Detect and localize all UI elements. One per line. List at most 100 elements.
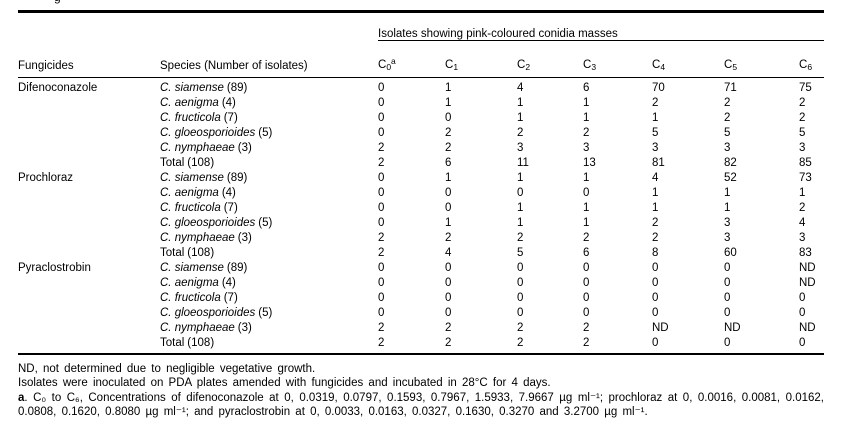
isolate-count: (7) bbox=[223, 111, 238, 124]
cropped-caption-fragment: g bbox=[54, 0, 61, 4]
fungicide-cell bbox=[18, 201, 160, 216]
value-cell: 1 bbox=[583, 96, 590, 109]
value-cell: 0 bbox=[583, 291, 590, 304]
fungicide-cell bbox=[18, 186, 160, 201]
fungicide-cell bbox=[18, 141, 160, 156]
isolate-count: (89) bbox=[226, 81, 248, 94]
value-cell: 0 bbox=[378, 201, 385, 214]
column-header-c2: C2 bbox=[517, 40, 583, 78]
span-header: Isolates showing pink-coloured conidia m… bbox=[378, 20, 825, 41]
value-cell: 2 bbox=[583, 321, 590, 334]
value-cell: 6 bbox=[445, 156, 452, 169]
value-cell: 1 bbox=[517, 96, 524, 109]
value-cell: 0 bbox=[378, 96, 385, 109]
value-cell: 5 bbox=[517, 246, 524, 259]
c-header-base: C bbox=[583, 58, 592, 71]
value-cell: 0 bbox=[517, 186, 524, 199]
value-cell: 2 bbox=[517, 321, 524, 334]
value-cell: 1 bbox=[517, 201, 524, 214]
c-header-base: C bbox=[652, 58, 661, 71]
value-cell: 2 bbox=[517, 231, 524, 244]
species-cell: C. siamense (89) bbox=[160, 77, 378, 96]
column-header-c0: C0a bbox=[378, 40, 445, 78]
species-cell: C. fructicola (7) bbox=[160, 201, 378, 216]
table-row: Total (108) 2 4 5 6 8 60 83 bbox=[18, 246, 824, 261]
value-cell: 2 bbox=[652, 216, 659, 229]
species-name: C. fructicola bbox=[160, 111, 221, 124]
isolate-count: (89) bbox=[226, 171, 248, 184]
value-cell: 1 bbox=[724, 186, 731, 199]
table-row: C. nymphaeae (3) 2 2 2 2 2 3 3 bbox=[18, 231, 824, 246]
column-header-species: Species (Number of isolates) bbox=[160, 40, 378, 78]
value-cell: 2 bbox=[378, 321, 385, 334]
value-cell: 2 bbox=[583, 126, 590, 139]
value-cell: 13 bbox=[583, 156, 596, 169]
value-cell: 0 bbox=[378, 81, 385, 94]
fungicide-cell bbox=[18, 306, 160, 321]
column-header-c1: C1 bbox=[445, 40, 517, 78]
table-row: C. nymphaeae (3) 2 2 3 3 3 3 3 bbox=[18, 141, 824, 156]
value-cell: 83 bbox=[799, 246, 812, 259]
value-cell: 70 bbox=[652, 81, 665, 94]
value-cell: ND bbox=[799, 276, 816, 289]
species-cell: C. gloeosporioides (5) bbox=[160, 216, 378, 231]
value-cell: 1 bbox=[724, 201, 731, 214]
value-cell: 2 bbox=[378, 141, 385, 154]
value-cell: 2 bbox=[378, 246, 385, 259]
fungicide-sensitivity-table: Isolates showing pink-coloured conidia m… bbox=[18, 20, 825, 355]
value-cell: 0 bbox=[378, 306, 385, 319]
value-cell: 2 bbox=[445, 126, 452, 139]
value-cell: 81 bbox=[652, 156, 665, 169]
value-cell: 0 bbox=[378, 126, 385, 139]
value-cell: 0 bbox=[445, 306, 452, 319]
species-cell: Total (108) bbox=[160, 335, 378, 355]
species-cell: C. fructicola (7) bbox=[160, 111, 378, 126]
value-cell: 85 bbox=[799, 156, 812, 169]
species-cell: C. aenigma (4) bbox=[160, 186, 378, 201]
value-cell: 0 bbox=[378, 111, 385, 124]
isolate-count: (4) bbox=[221, 96, 236, 109]
fungicide-cell bbox=[18, 231, 160, 246]
total-label: Total bbox=[160, 156, 185, 169]
value-cell: 0 bbox=[445, 201, 452, 214]
value-cell: 0 bbox=[799, 291, 806, 304]
table-row: Difenoconazole C. siamense (89) 0 1 4 6 70 71 75 bbox=[18, 77, 824, 96]
value-cell: 0 bbox=[799, 306, 806, 319]
c-header-superscript: a bbox=[391, 55, 396, 66]
isolate-count: (7) bbox=[223, 201, 238, 214]
species-name: C. fructicola bbox=[160, 201, 221, 214]
column-header-fungicides: Fungicides bbox=[18, 40, 160, 78]
value-cell: 0 bbox=[517, 261, 524, 274]
c-header-base: C bbox=[445, 58, 454, 71]
value-cell: 0 bbox=[517, 276, 524, 289]
value-cell: 0 bbox=[517, 291, 524, 304]
value-cell: 0 bbox=[378, 216, 385, 229]
fungicide-cell bbox=[18, 321, 160, 336]
value-cell: 2 bbox=[445, 231, 452, 244]
value-cell: 1 bbox=[445, 81, 452, 94]
isolate-count: (4) bbox=[221, 186, 236, 199]
table-row: C. aenigma (4) 0 0 0 0 0 0 ND bbox=[18, 276, 824, 291]
species-name: C. aenigma bbox=[160, 186, 219, 199]
column-header-c6: C6 bbox=[799, 40, 825, 78]
footnote-nd: ND, not determined due to negligible veg… bbox=[18, 363, 316, 375]
c-header-subscript: 1 bbox=[453, 61, 459, 72]
value-cell: 2 bbox=[724, 96, 731, 109]
fungicide-cell bbox=[18, 246, 160, 261]
fungicide-cell bbox=[18, 291, 160, 306]
value-cell: 0 bbox=[378, 186, 385, 199]
value-cell: 1 bbox=[652, 186, 659, 199]
species-cell: C. siamense (89) bbox=[160, 261, 378, 276]
value-cell: ND bbox=[799, 261, 816, 274]
value-cell: 2 bbox=[799, 96, 806, 109]
value-cell: 60 bbox=[724, 246, 737, 259]
column-header-c3: C3 bbox=[583, 40, 652, 78]
species-cell: C. nymphaeae (3) bbox=[160, 321, 378, 336]
footnote-a-label: a bbox=[18, 391, 25, 404]
value-cell: 6 bbox=[583, 246, 590, 259]
species-cell: C. gloeosporioides (5) bbox=[160, 126, 378, 141]
table-row: Total (108) 2 6 11 13 81 82 85 bbox=[18, 156, 824, 171]
value-cell: 3 bbox=[724, 231, 731, 244]
value-cell: 1 bbox=[583, 216, 590, 229]
value-cell: 2 bbox=[445, 321, 452, 334]
